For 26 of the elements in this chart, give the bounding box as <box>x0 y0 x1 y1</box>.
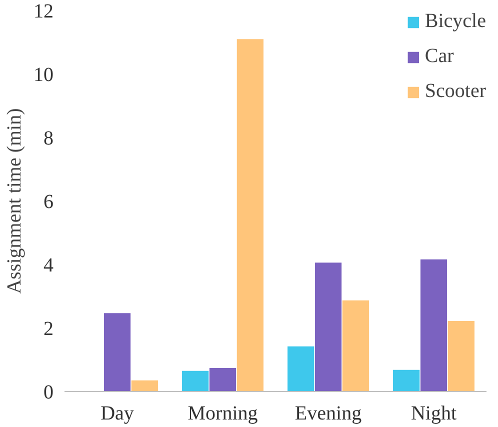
bar <box>131 380 158 392</box>
y-tick-label: 6 <box>44 191 54 213</box>
bar <box>448 321 474 392</box>
bar <box>393 370 420 392</box>
y-tick-label: 8 <box>44 128 54 150</box>
x-tick-label: Evening <box>294 402 362 424</box>
y-tick-label: 10 <box>34 64 54 86</box>
x-tick-label: Day <box>100 402 134 424</box>
y-tick-label: 4 <box>44 254 54 276</box>
bar <box>420 259 448 392</box>
bar <box>209 368 236 392</box>
x-tick-label: Night <box>410 402 457 424</box>
bar <box>182 370 209 392</box>
bar <box>342 300 369 392</box>
legend-label: Bicycle <box>424 10 486 33</box>
bar <box>314 262 342 392</box>
legend-label: Scooter <box>424 80 486 103</box>
y-tick-label: 12 <box>34 0 54 22</box>
x-tick-label: Morning <box>188 402 258 424</box>
y-tick-label: 2 <box>44 318 54 340</box>
y-tick-label: 0 <box>44 382 54 404</box>
y-axis-title: Assignment time (min) <box>4 108 26 294</box>
legend-label: Car <box>424 45 454 68</box>
bar <box>288 346 314 392</box>
bar <box>104 313 131 392</box>
bar <box>236 39 264 392</box>
